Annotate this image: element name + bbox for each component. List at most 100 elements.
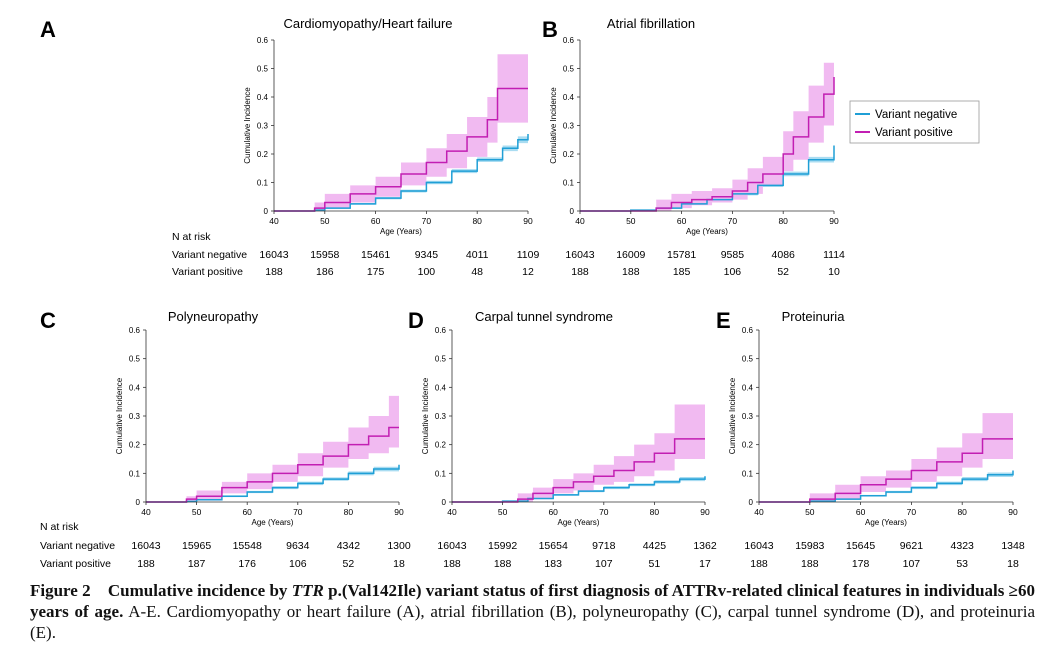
y-axis-label: Cumulative Incidence — [549, 87, 558, 164]
legend-box — [849, 100, 980, 144]
y-tick-label: 0.1 — [563, 179, 575, 188]
at-risk-positive-count: 186 — [316, 266, 334, 278]
y-tick-label: 0.4 — [435, 383, 447, 392]
figure-label: Figure 2 — [30, 581, 91, 600]
x-tick-label: 60 — [371, 216, 381, 226]
at-risk-label-positive: Variant positive — [172, 266, 243, 278]
x-tick-label: 70 — [293, 507, 303, 517]
x-tick-label: 50 — [805, 507, 815, 517]
x-tick-label: 90 — [829, 216, 839, 226]
x-tick-label: 70 — [728, 216, 738, 226]
y-tick-label: 0.6 — [742, 326, 754, 335]
panel-label-d: D — [408, 308, 424, 333]
x-tick-label: 80 — [778, 216, 788, 226]
at-risk-negative-count: 15654 — [539, 540, 568, 552]
y-tick-label: 0.2 — [563, 150, 575, 159]
caption-title-part-1: Cumulative incidence by — [107, 581, 292, 600]
x-tick-label: 40 — [575, 216, 585, 226]
at-risk-positive-count: 52 — [777, 266, 789, 278]
at-risk-negative-count: 15965 — [182, 540, 211, 552]
y-tick-label: 0.4 — [563, 93, 575, 102]
panel-title-e: Proteinuria — [782, 309, 846, 324]
x-tick-label: 80 — [957, 507, 967, 517]
y-tick-label: 0.1 — [435, 469, 447, 478]
at-risk-positive-count: 17 — [699, 558, 711, 570]
at-risk-b: 16043 188 16009 188 15781 185 9585 106 4086 52 111… — [565, 249, 845, 278]
at-risk-positive-count: 106 — [289, 558, 307, 570]
y-tick-label: 0.1 — [129, 469, 141, 478]
at-risk-c: 16043 188 15965 187 15548 176 9634 106 4342 52 130… — [131, 540, 410, 570]
at-risk-positive-count: 188 — [801, 558, 819, 570]
x-axis-label: Age (Years) — [865, 518, 907, 527]
ci-band-positive — [580, 51, 834, 212]
x-tick-label: 90 — [1008, 507, 1018, 517]
at-risk-positive-count: 106 — [724, 266, 742, 278]
series-line-positive — [580, 77, 835, 212]
at-risk-label-negative: Variant negative — [172, 249, 247, 261]
at-risk-e: 16043 188 15983 188 15645 178 9621 107 4323 53 134… — [744, 540, 1024, 570]
x-tick-label: 40 — [141, 507, 151, 517]
at-risk-negative-count: 9621 — [900, 540, 924, 552]
at-risk-negative-count: 15781 — [667, 249, 696, 261]
x-tick-label: 80 — [650, 507, 660, 517]
panel-title-c: Polyneuropathy — [168, 309, 259, 324]
x-axis-label: Age (Years) — [686, 227, 728, 236]
y-tick-label: 0.2 — [742, 441, 754, 450]
chart-a: 0 0.1 0.2 0.3 0.4 0.5 0.6 40 50 60 70 80 90 Age (Year… — [243, 36, 533, 236]
panel-title-b: Atrial fibrillation — [607, 16, 695, 31]
y-tick-label: 0.3 — [129, 412, 141, 421]
y-tick-label: 0.1 — [742, 469, 754, 478]
at-risk-table-top: N at risk Variant negative Variant posit… — [172, 231, 845, 278]
panel-label-c: C — [40, 308, 56, 333]
x-tick-label: 50 — [498, 507, 508, 517]
x-tick-label: 70 — [422, 216, 432, 226]
x-tick-label: 40 — [754, 507, 764, 517]
at-risk-positive-count: 188 — [265, 266, 283, 278]
y-tick-label: 0.3 — [742, 412, 754, 421]
at-risk-negative-count: 16043 — [565, 249, 594, 261]
ci-band-positive — [759, 413, 1013, 502]
figure-caption: Figure 2 Cumulative incidence by TTR p.(… — [30, 580, 1035, 643]
at-risk-positive-count: 175 — [367, 266, 385, 278]
at-risk-table-bottom: N at risk Variant negative Variant posit… — [40, 521, 1025, 570]
at-risk-negative-count: 16009 — [616, 249, 645, 261]
panel-a: A Cardiomyopathy/Heart failure 0 0.1 0.2 0.… — [40, 16, 533, 236]
x-tick-label: 90 — [394, 507, 404, 517]
y-tick-label: 0 — [749, 498, 754, 507]
at-risk-positive-count: 187 — [188, 558, 206, 570]
y-tick-label: 0.3 — [563, 122, 575, 131]
chart-b: 0 0.1 0.2 0.3 0.4 0.5 0.6 40 50 60 70 80 90 Age (Year… — [549, 36, 839, 236]
panel-d: D Carpal tunnel syndrome 0 0.1 0.2 0.3 0.4 0.… — [408, 308, 710, 527]
at-risk-negative-count: 15645 — [846, 540, 875, 552]
at-risk-positive-count: 52 — [343, 558, 355, 570]
x-tick-label: 90 — [523, 216, 533, 226]
x-tick-label: 80 — [344, 507, 354, 517]
at-risk-positive-count: 188 — [443, 558, 461, 570]
caption-title-part-2: p.(Val142Ile) variant status of first di… — [30, 581, 1035, 621]
at-risk-positive-count: 100 — [418, 266, 436, 278]
x-tick-label: 90 — [700, 507, 710, 517]
at-risk-negative-count: 4342 — [337, 540, 361, 552]
x-tick-label: 70 — [907, 507, 917, 517]
at-risk-negative-count: 16043 — [131, 540, 160, 552]
legend-label-positive: Variant positive — [875, 127, 953, 139]
y-tick-label: 0.5 — [563, 65, 575, 74]
at-risk-label-negative: Variant negative — [40, 540, 115, 552]
x-axis-label: Age (Years) — [252, 518, 294, 527]
at-risk-positive-count: 18 — [393, 558, 405, 570]
at-risk-positive-count: 188 — [622, 266, 640, 278]
y-tick-label: 0.4 — [742, 383, 754, 392]
at-risk-negative-count: 1114 — [823, 249, 845, 261]
panel-c: C Polyneuropathy 0 0.1 0.2 0.3 0.4 0.5 0.6 40 50… — [40, 308, 404, 527]
y-tick-label: 0 — [442, 498, 447, 507]
y-tick-label: 0.5 — [257, 65, 269, 74]
at-risk-negative-count: 9345 — [415, 249, 439, 261]
x-tick-label: 60 — [677, 216, 687, 226]
panel-label-e: E — [716, 308, 731, 333]
at-risk-negative-count: 4011 — [466, 249, 489, 261]
y-tick-label: 0.4 — [257, 93, 269, 102]
at-risk-negative-count: 1300 — [387, 540, 411, 552]
x-tick-label: 80 — [472, 216, 482, 226]
at-risk-negative-count: 9634 — [286, 540, 310, 552]
at-risk-positive-count: 10 — [828, 266, 840, 278]
